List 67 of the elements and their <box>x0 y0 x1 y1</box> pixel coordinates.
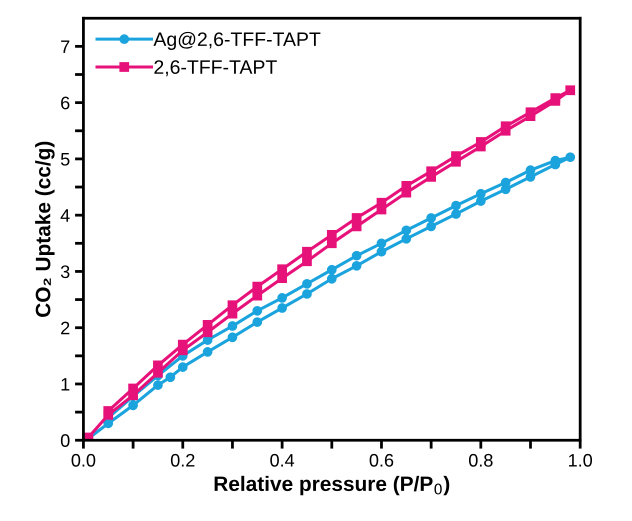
y-tick-label: 2 <box>61 322 70 334</box>
point <box>565 85 576 96</box>
legend-label: Ag@2,6-TFF-TAPT <box>153 32 320 50</box>
point <box>550 93 560 103</box>
y-tick-label: 1 <box>62 378 70 391</box>
point <box>228 332 238 342</box>
point <box>228 300 238 310</box>
point <box>500 121 511 132</box>
y-tick-label: 7 <box>61 40 70 53</box>
x-tick-label: 0.8 <box>468 454 493 467</box>
point <box>451 151 461 161</box>
point <box>228 308 238 319</box>
x-tick-label: 0.2 <box>170 454 194 467</box>
point <box>302 278 312 289</box>
point <box>228 321 238 331</box>
point <box>426 222 436 232</box>
point <box>252 306 262 316</box>
point <box>426 213 436 223</box>
point <box>277 273 287 284</box>
point <box>326 230 337 240</box>
point <box>277 303 287 313</box>
point <box>326 274 337 284</box>
point <box>178 362 188 372</box>
point <box>476 137 486 147</box>
point <box>128 384 138 394</box>
point <box>277 293 287 303</box>
y-tick-label: 0 <box>60 434 70 447</box>
x-tick-label: 0.4 <box>270 454 294 467</box>
legend-label: 2,6-TFF-TAPT <box>154 60 277 76</box>
point <box>252 317 262 327</box>
point <box>128 400 138 410</box>
point <box>178 340 188 350</box>
y-tick-label: 4 <box>60 209 70 222</box>
x-tick-label: 1.0 <box>569 454 592 467</box>
point <box>401 234 412 244</box>
point <box>352 213 362 223</box>
point <box>352 260 362 271</box>
point <box>500 178 511 188</box>
point <box>401 226 412 236</box>
point <box>302 246 312 257</box>
point <box>526 107 536 118</box>
point <box>565 152 576 162</box>
y-tick-label: 6 <box>61 96 70 110</box>
y-axis-title: CO₂ Uptake (cc/g) <box>35 142 55 317</box>
point <box>202 347 212 357</box>
point <box>352 250 362 261</box>
point <box>252 282 262 292</box>
point <box>103 406 114 416</box>
point <box>451 209 461 219</box>
x-axis-title: Relative pressure (P/P$_{0}$) <box>214 476 450 496</box>
point <box>252 290 262 300</box>
point <box>376 238 386 248</box>
point <box>376 198 386 208</box>
point <box>326 264 337 275</box>
point <box>451 200 461 210</box>
y-tick-label: 3 <box>60 265 70 278</box>
point <box>426 166 436 176</box>
point <box>302 256 312 266</box>
y-tick-label: 5 <box>60 153 70 166</box>
point <box>376 246 386 257</box>
x-tick-label: 0.0 <box>72 454 96 467</box>
point <box>165 372 176 382</box>
point <box>302 289 312 299</box>
point <box>476 188 486 199</box>
point <box>153 380 163 390</box>
x-tick-label: 0.6 <box>370 454 394 467</box>
point <box>277 264 287 274</box>
